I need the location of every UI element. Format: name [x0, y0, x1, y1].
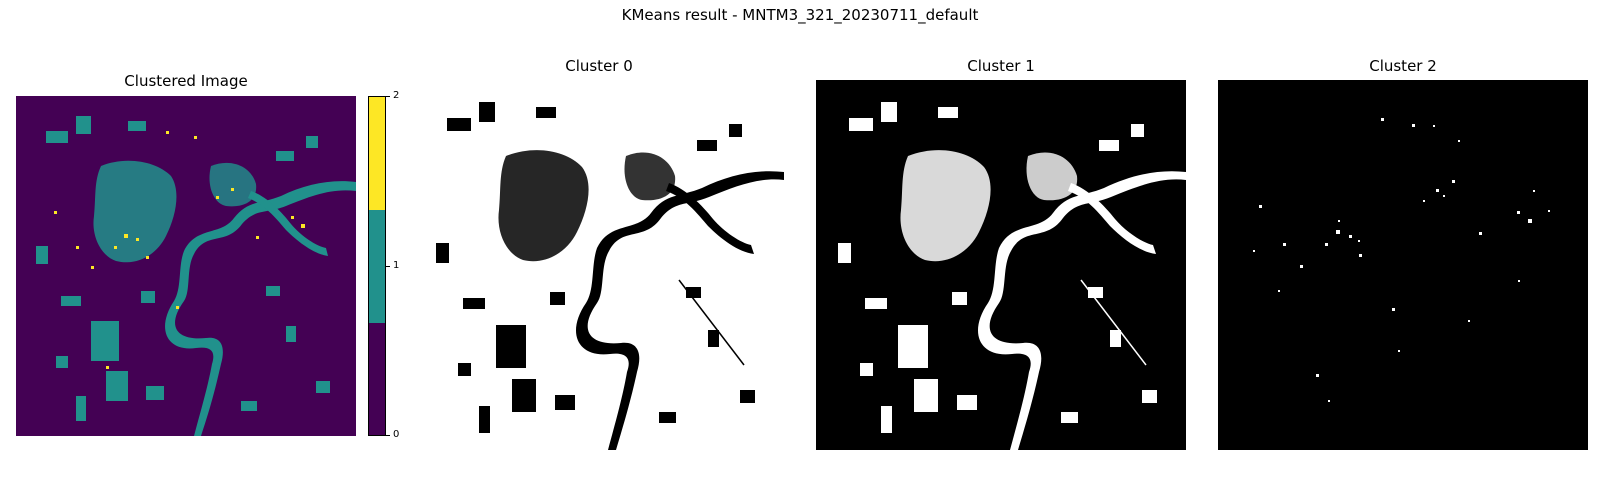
cluster-2-mask [1218, 80, 1588, 450]
colorbar-label-0: 0 [393, 429, 400, 440]
colorbar-segment-2 [369, 97, 385, 210]
panel-title-cluster-1: Cluster 1 [967, 57, 1035, 75]
clustered-image [16, 96, 356, 436]
colorbar-segment-1 [369, 210, 385, 323]
cluster-1-mask [816, 80, 1186, 450]
panel-title-clustered-image: Clustered Image [124, 72, 248, 90]
panel-title-cluster-2: Cluster 2 [1369, 57, 1437, 75]
colorbar-segment-0 [369, 323, 385, 435]
figure-title: KMeans result - MNTM3_321_20230711_defau… [621, 6, 979, 24]
colorbar-tick-1 [386, 266, 390, 267]
colorbar-tick-2 [386, 96, 390, 97]
colorbar [368, 96, 386, 436]
colorbar-label-2: 2 [393, 90, 400, 101]
colorbar-tick-0 [386, 435, 390, 436]
cluster-0-mask [414, 80, 784, 450]
panel-title-cluster-0: Cluster 0 [565, 57, 633, 75]
colorbar-label-1: 1 [393, 260, 400, 271]
